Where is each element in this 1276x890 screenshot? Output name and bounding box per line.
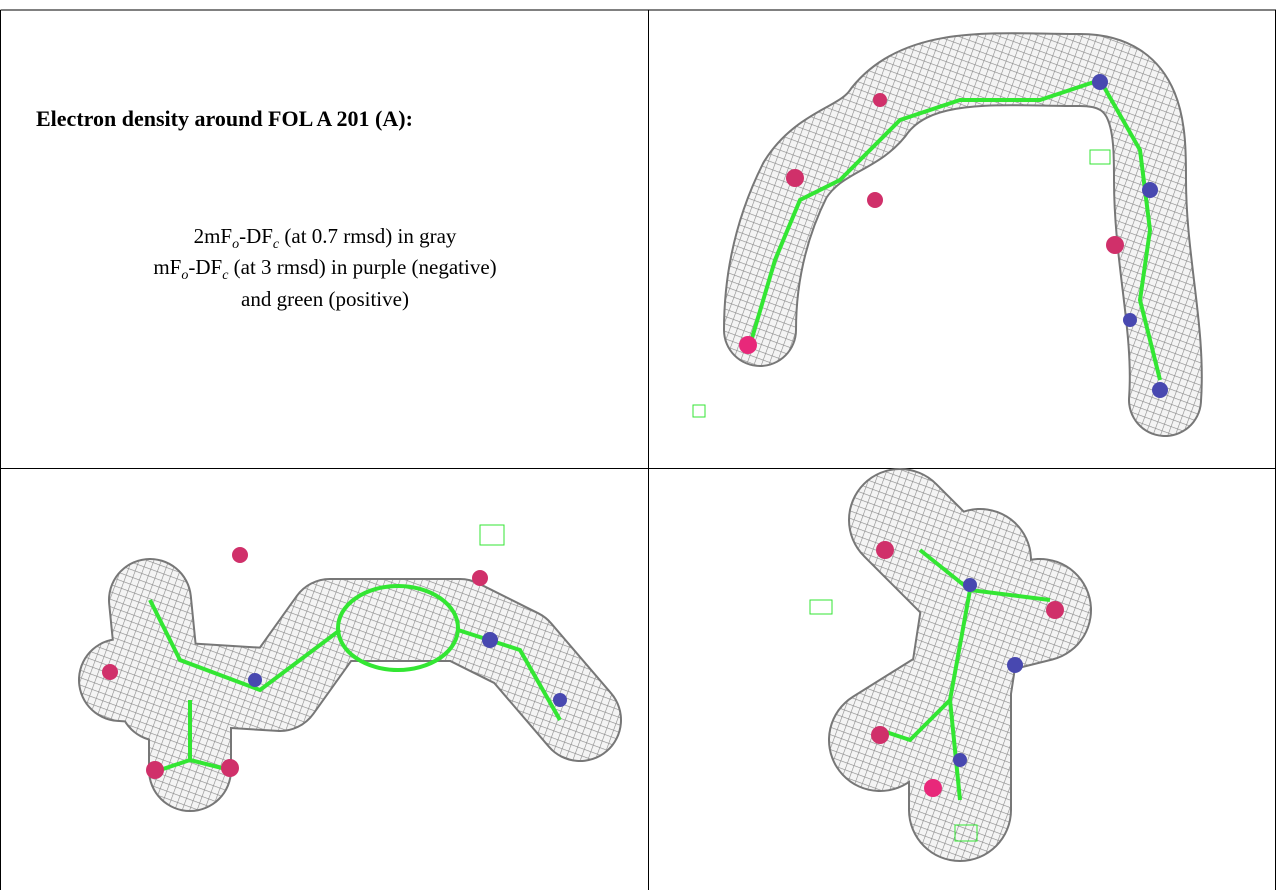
caption-text: (at 0.7 rmsd) in gray [279,224,457,248]
density-view-1 [692,32,1203,437]
subscript: c [272,237,280,253]
subscript: o [232,237,240,253]
caption-text: -DF [239,224,273,248]
caption-line: mFo-DFc (at 3 rmsd) in purple (negative) [0,255,650,284]
caption-line: 2mFo-DFc (at 0.7 rmsd) in gray [0,224,650,253]
caption-text: 2mF [193,224,233,248]
subscript: c [222,268,229,284]
density-view-3 [809,468,1092,862]
caption-text: -DF [188,255,223,279]
caption-text: mF [153,255,182,279]
subscript: o [181,268,189,284]
caption-text: and green (positive) [241,287,409,311]
caption-cell: Electron density around FOL A 201 (A): 2… [0,10,648,468]
caption-title: Electron density around FOL A 201 (A): [36,106,413,131]
caption-line: and green (positive) [0,287,650,312]
caption-text: (at 3 rmsd) in purple (negative) [228,255,497,279]
density-view-2 [78,524,622,812]
